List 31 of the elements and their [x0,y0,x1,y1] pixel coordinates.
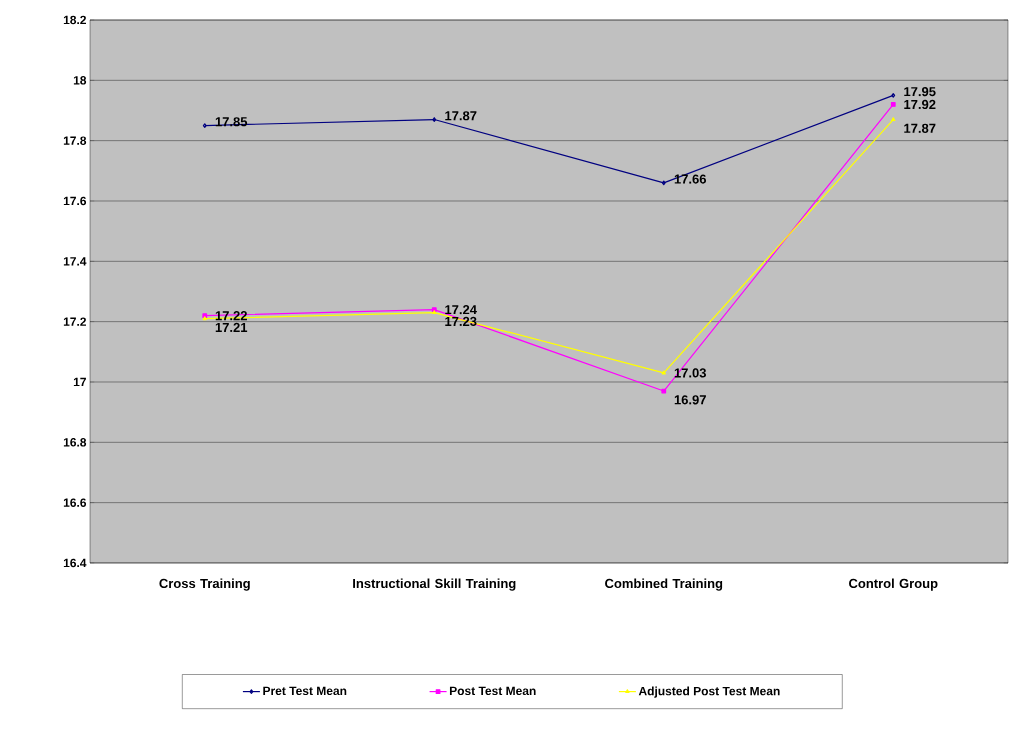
y-tick-label: 18 [73,76,87,85]
y-tick-label: 17 [73,377,86,387]
data-label: 16.97 [674,395,706,405]
y-tick-label: 16.4 [63,558,87,568]
y-tick-label: 18.2 [63,15,86,25]
y-tick-label: 17.2 [63,317,86,326]
data-label: 17.95 [904,87,936,97]
point [661,388,667,394]
y-tick-label: 17.6 [63,196,87,206]
x-tick-label: Cross Training [159,578,250,591]
legend-label: Post Test Mean [449,686,536,696]
point [661,370,666,375]
data-label: 17.87 [445,111,477,121]
y-tick-label: 16.8 [63,438,87,447]
point [661,180,666,186]
x-tick-label: Combined Training [605,578,723,591]
legend-label: Pret Test Mean [263,686,347,696]
data-label: 17.21 [215,322,248,332]
point [432,117,437,122]
point [890,102,896,107]
point [891,117,896,122]
x-tick-label: Control Group [849,578,938,591]
data-label: 17.66 [674,174,707,184]
y-tick-label: 17.4 [63,257,87,266]
x-tick-label: Instructional Skill Training [353,578,516,591]
data-label: 17.87 [904,123,936,133]
y-tick-label: 17.8 [63,136,87,145]
y-tick-label: 16.6 [63,498,87,507]
data-label: 17.92 [904,99,936,110]
legend-label: Adjusted Post Test Mean [638,686,780,698]
data-label: 17.24 [445,305,477,315]
